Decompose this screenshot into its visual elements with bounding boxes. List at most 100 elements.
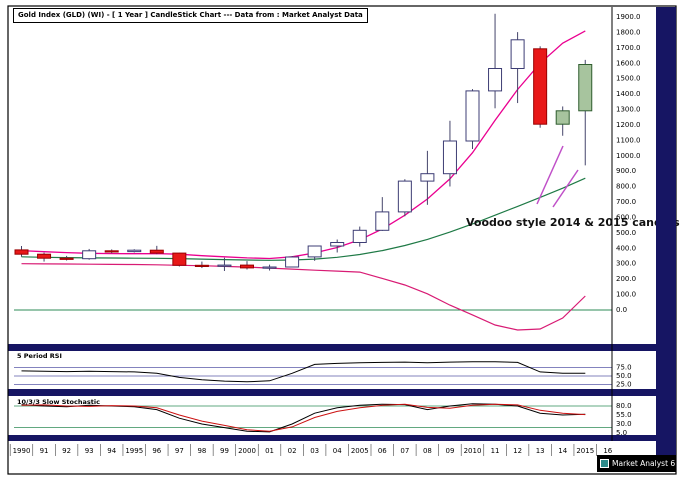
candle-2002: [285, 256, 300, 268]
stoch-tick-30: 30.0: [616, 420, 632, 428]
candle-1997: [172, 252, 187, 266]
price-tick-500.0: 500.0: [616, 229, 636, 237]
price-tick-1900.0: 1900.0: [616, 13, 641, 21]
brand-box: Market Analyst 6: [597, 455, 676, 472]
price-tick-800.0: 800.0: [616, 183, 636, 191]
brand-label: Market Analyst 6: [612, 459, 676, 468]
x-label-09: 09: [445, 447, 454, 455]
price-tick-1600.0: 1600.0: [616, 59, 641, 67]
x-label-99: 99: [220, 447, 229, 455]
candle-1992: [59, 257, 74, 260]
x-label-2010: 2010: [464, 447, 482, 455]
price-tick-300.0: 300.0: [616, 260, 636, 268]
price-tick-1700.0: 1700.0: [616, 44, 641, 52]
x-label-13: 13: [536, 447, 545, 455]
x-label-97: 97: [175, 447, 184, 455]
candle-2008: [420, 173, 435, 182]
rsi-tick-25: 25.0: [616, 381, 632, 389]
x-label-91: 91: [40, 447, 49, 455]
x-label-2005: 2005: [351, 447, 369, 455]
candle-2001: [262, 266, 277, 269]
stoch-line-slow-d: [21, 403, 586, 432]
price-tick-1500.0: 1500.0: [616, 75, 641, 83]
rsi-tick-75: 75.0: [616, 364, 632, 372]
price-tick-1400.0: 1400.0: [616, 90, 641, 98]
x-label-1995: 1995: [125, 447, 143, 455]
candle-2000: [240, 264, 254, 269]
x-label-11: 11: [491, 447, 500, 455]
x-label-04: 04: [333, 447, 342, 455]
price-tick-1800.0: 1800.0: [616, 28, 641, 36]
x-label-96: 96: [152, 447, 161, 455]
x-label-93: 93: [85, 447, 94, 455]
candle-1996: [149, 249, 164, 254]
price-tick-1200.0: 1200.0: [616, 121, 641, 129]
right-scrollbar[interactable]: [656, 7, 676, 456]
rsi-line: [21, 361, 586, 383]
separator-stoch-axis: [8, 435, 676, 441]
x-label-08: 08: [423, 447, 432, 455]
x-label-02: 02: [288, 447, 297, 455]
app-icon: [600, 459, 609, 468]
annotation-arrow-2: [552, 169, 579, 208]
x-label-12: 12: [513, 447, 522, 455]
overlay-lower-ma: [21, 263, 586, 331]
candle-2009: [442, 140, 457, 175]
candle-2006: [375, 211, 390, 231]
x-label-2015: 2015: [576, 447, 594, 455]
candle-1993: [82, 250, 97, 260]
candle-2011: [488, 68, 503, 92]
candle-1994: [104, 250, 119, 253]
candle-2010: [465, 90, 480, 142]
price-tick-200.0: 200.0: [616, 275, 636, 283]
candle-2004: [330, 242, 345, 247]
rsi-tick-50: 50.0: [616, 372, 632, 380]
candle-2007: [397, 180, 412, 213]
x-label-16: 16: [603, 447, 612, 455]
overlay-slow-ma: [21, 177, 586, 261]
annotation-arrow-1: [536, 145, 564, 205]
x-label-94: 94: [107, 447, 116, 455]
price-tick-600.0: 600.0: [616, 213, 636, 221]
window-frame: [7, 5, 677, 475]
candle-1995: [127, 249, 142, 253]
price-tick-700.0: 700.0: [616, 198, 636, 206]
x-label-98: 98: [197, 447, 206, 455]
candle-1998: [194, 264, 209, 267]
stoch-tick-5: 5.0: [616, 429, 627, 437]
chart-title: Gold Index (GLD) (WI) - [ 1 Year ] Candl…: [18, 11, 363, 19]
x-label-92: 92: [62, 447, 71, 455]
candle-2014: [555, 110, 570, 125]
stoch-tick-80: 80.0: [616, 402, 632, 410]
x-label-2000: 2000: [238, 447, 256, 455]
candle-1991: [37, 253, 52, 259]
rsi-panel-label: 5 Period RSI: [17, 352, 62, 360]
x-label-07: 07: [400, 447, 409, 455]
stochastic-panel-label: 10/3/3 Slow Stochastic: [17, 398, 100, 406]
overlay-upper-ma: [21, 30, 586, 260]
chart-title-box: Gold Index (GLD) (WI) - [ 1 Year ] Candl…: [13, 8, 368, 23]
x-label-06: 06: [378, 447, 387, 455]
candle-1999: [217, 264, 232, 267]
candle-2005: [352, 229, 367, 244]
price-tick-0.0: 0.0: [616, 306, 627, 314]
candle-2013: [533, 48, 548, 125]
stoch-tick-55: 55.0: [616, 411, 632, 419]
candle-1990: [14, 249, 29, 255]
voodoo-annotation: Voodoo style 2014 & 2015 candles: [466, 216, 680, 229]
x-label-03: 03: [310, 447, 319, 455]
x-label-01: 01: [265, 447, 274, 455]
price-tick-1300.0: 1300.0: [616, 106, 641, 114]
candle-2012: [510, 39, 525, 69]
price-tick-400.0: 400.0: [616, 244, 636, 252]
separator-rsi-stoch: [8, 389, 676, 396]
price-tick-900.0: 900.0: [616, 167, 636, 175]
x-label-14: 14: [558, 447, 567, 455]
price-tick-1100.0: 1100.0: [616, 136, 641, 144]
candle-2003: [307, 245, 322, 258]
price-tick-100.0: 100.0: [616, 291, 636, 299]
price-tick-1000.0: 1000.0: [616, 152, 641, 160]
candle-2015: [578, 64, 593, 112]
